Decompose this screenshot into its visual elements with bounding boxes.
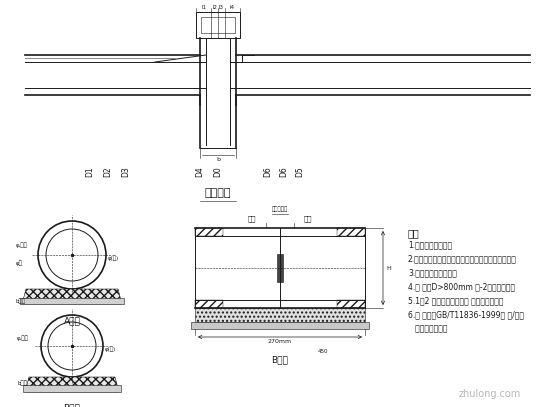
Text: A大样: A大样 [64, 316, 81, 325]
Text: 3.安装前应清理管道。: 3.安装前应清理管道。 [408, 268, 457, 277]
Text: φ管: φ管 [16, 260, 23, 266]
Text: 水的混凝土管。: 水的混凝土管。 [408, 324, 447, 333]
Bar [277, 254, 283, 282]
Text: D0: D0 [213, 166, 222, 177]
Text: D3: D3 [122, 166, 130, 177]
Text: zhulong.com: zhulong.com [459, 389, 521, 399]
Text: b底层: b底层 [16, 298, 26, 304]
Text: 450: 450 [318, 349, 328, 354]
Text: D6: D6 [279, 166, 288, 177]
Text: l1: l1 [202, 5, 207, 10]
Text: D4: D4 [195, 166, 204, 177]
Text: 6.执 行标准GB/T11836-1999排 水/输排: 6.执 行标准GB/T11836-1999排 水/输排 [408, 310, 524, 319]
Text: D2: D2 [104, 167, 113, 177]
Text: l4: l4 [230, 5, 235, 10]
Text: φ,外管: φ,外管 [17, 335, 29, 341]
Text: 接头大样: 接头大样 [205, 188, 231, 198]
Bar [191, 322, 369, 329]
Bar [23, 385, 121, 392]
Text: φ(内): φ(内) [105, 346, 116, 352]
Text: φ(内): φ(内) [108, 256, 119, 261]
Bar [195, 228, 223, 236]
Text: b: b [216, 157, 220, 162]
Text: l2: l2 [212, 5, 217, 10]
Text: B大样: B大样 [64, 403, 81, 407]
Text: φ,外管: φ,外管 [16, 243, 28, 248]
Bar [195, 300, 223, 308]
Text: 前管: 前管 [248, 215, 256, 222]
Text: D1: D1 [86, 167, 95, 177]
Text: B剖面: B剖面 [272, 355, 288, 364]
Text: 5.1：2 水泥砂浆抹平接口 表面抹光处理。: 5.1：2 水泥砂浆抹平接口 表面抹光处理。 [408, 296, 503, 305]
Text: D5: D5 [296, 166, 305, 177]
Text: 4.当 管径D>800mm 时-2道密封橡胶。: 4.当 管径D>800mm 时-2道密封橡胶。 [408, 282, 515, 291]
Bar [195, 308, 365, 322]
Polygon shape [25, 377, 119, 392]
Text: 后管: 后管 [304, 215, 312, 222]
Text: D6: D6 [264, 166, 273, 177]
Text: 1.采用橡胶密封圈。: 1.采用橡胶密封圈。 [408, 240, 452, 249]
Text: 注：: 注： [408, 228, 420, 238]
Bar [20, 298, 124, 304]
Text: l3: l3 [218, 5, 223, 10]
Bar [337, 300, 365, 308]
Polygon shape [22, 289, 122, 304]
Bar [337, 228, 365, 236]
Text: 橡胶密封圈: 橡胶密封圈 [272, 206, 288, 212]
Text: 2.插口管件、钢圈、密封圈及安装应符合相关规范。: 2.插口管件、钢圈、密封圈及安装应符合相关规范。 [408, 254, 517, 263]
Text: 270mm: 270mm [268, 339, 292, 344]
Text: b底层: b底层 [17, 381, 27, 386]
Text: H: H [386, 265, 391, 271]
